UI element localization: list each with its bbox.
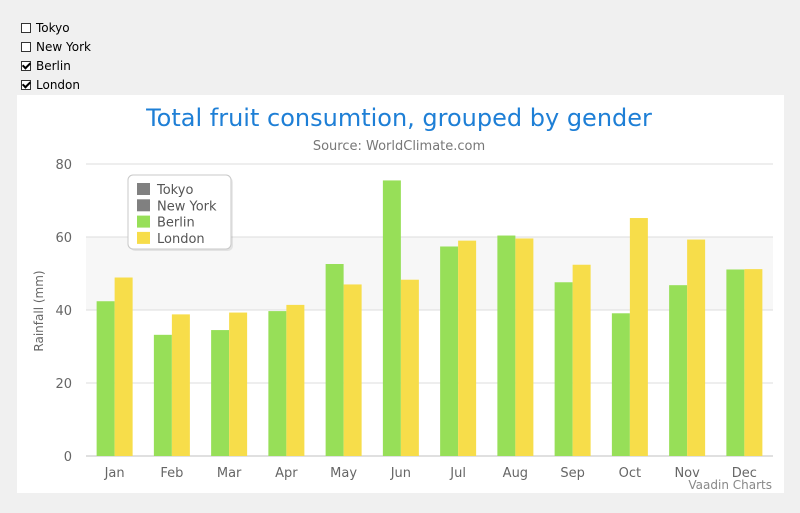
legend-item-label[interactable]: Tokyo: [156, 183, 193, 198]
bar-london[interactable]: [343, 284, 362, 456]
x-tick-label: Sep: [560, 466, 585, 481]
y-tick-label: 80: [55, 158, 72, 173]
legend-symbol[interactable]: [137, 199, 150, 212]
y-tick-label: 60: [55, 231, 72, 246]
bar-london[interactable]: [572, 264, 591, 456]
chart-subtitle: Source: WorldClimate.com: [313, 139, 485, 154]
bar-london[interactable]: [171, 314, 190, 456]
bar-london[interactable]: [286, 304, 305, 456]
checkbox-box[interactable]: [21, 22, 31, 33]
bar-london[interactable]: [629, 218, 648, 456]
column-chart: Total fruit consumtion, grouped by gende…: [32, 104, 773, 492]
bar-london[interactable]: [744, 269, 763, 456]
bar-london[interactable]: [400, 279, 419, 456]
legend-item-label[interactable]: London: [157, 232, 205, 247]
bar-london[interactable]: [515, 238, 534, 456]
x-tick-label: Nov: [674, 466, 700, 481]
x-tick-label: Oct: [619, 466, 641, 481]
x-tick-label: Jul: [449, 466, 466, 481]
checkbox-berlin[interactable]: Berlin: [21, 56, 91, 75]
y-axis-title: Rainfall (mm): [32, 270, 46, 351]
x-tick-label: Dec: [732, 466, 757, 481]
checkbox-box[interactable]: [21, 41, 31, 52]
legend-symbol[interactable]: [137, 183, 150, 195]
checkbox-label: London: [36, 77, 80, 92]
bar-berlin[interactable]: [325, 264, 344, 456]
bar-london[interactable]: [687, 239, 706, 456]
bar-berlin[interactable]: [497, 235, 516, 456]
bar-berlin[interactable]: [211, 330, 230, 456]
bar-berlin[interactable]: [268, 311, 287, 456]
bar-berlin[interactable]: [382, 180, 401, 457]
legend-item-label[interactable]: New York: [157, 199, 217, 214]
bar-berlin[interactable]: [554, 282, 573, 456]
credits-link[interactable]: Vaadin Charts: [688, 478, 772, 492]
bar-london[interactable]: [229, 312, 248, 456]
chart-title: Total fruit consumtion, grouped by gende…: [145, 104, 652, 132]
bar-berlin[interactable]: [153, 334, 172, 456]
checkbox-london[interactable]: London: [21, 75, 91, 94]
x-tick-label: Aug: [503, 466, 528, 481]
bar-berlin[interactable]: [440, 246, 459, 456]
y-tick-label: 40: [55, 304, 72, 319]
y-tick-label: 20: [55, 377, 72, 392]
checkbox-label: New York: [36, 39, 91, 54]
bar-london[interactable]: [458, 240, 477, 456]
legend-item-label[interactable]: Berlin: [157, 216, 195, 231]
x-tick-label: Jun: [390, 466, 411, 481]
x-tick-label: Mar: [217, 466, 242, 481]
bar-berlin[interactable]: [726, 269, 745, 456]
bar-berlin[interactable]: [669, 285, 688, 456]
plot-area: 0 20 40 60 80 Jan Feb Mar Apr May Jun Jul Aug Sep Oct N…: [55, 158, 773, 481]
bar-london[interactable]: [114, 277, 133, 456]
legend-symbol[interactable]: [137, 215, 150, 228]
bar-berlin[interactable]: [611, 313, 630, 456]
legend-symbol[interactable]: [137, 231, 150, 244]
y-tick-label: 0: [64, 450, 72, 465]
chart-panel: Total fruit consumtion, grouped by gende…: [17, 95, 784, 493]
series-checkbox-list: Tokyo New York Berlin London: [21, 18, 91, 94]
checkbox-tokyo[interactable]: Tokyo: [21, 18, 91, 37]
x-tick-label: Jan: [104, 466, 125, 481]
checkbox-new-york[interactable]: New York: [21, 37, 91, 56]
checkbox-box[interactable]: [21, 60, 31, 71]
checkbox-label: Tokyo: [36, 20, 70, 35]
x-tick-label: Feb: [160, 466, 183, 481]
x-tick-label: May: [330, 466, 357, 481]
checkbox-label: Berlin: [36, 58, 71, 73]
bar-berlin[interactable]: [96, 301, 115, 456]
legend-box: [127, 174, 232, 250]
x-tick-label: Apr: [275, 466, 298, 481]
checkbox-box[interactable]: [21, 79, 31, 90]
